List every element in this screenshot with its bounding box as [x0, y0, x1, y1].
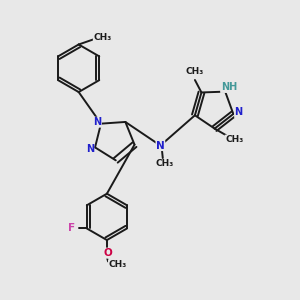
Text: CH₃: CH₃ [225, 135, 243, 144]
Text: O: O [103, 248, 112, 258]
Text: CH₃: CH₃ [155, 160, 174, 169]
Text: NH: NH [220, 82, 237, 92]
Text: N: N [235, 107, 243, 118]
Text: N: N [156, 140, 165, 151]
Text: F: F [68, 224, 75, 233]
Text: CH₃: CH₃ [109, 260, 127, 269]
Text: CH₃: CH₃ [93, 33, 112, 42]
Text: CH₃: CH₃ [185, 67, 203, 76]
Text: N: N [85, 144, 94, 154]
Text: N: N [93, 117, 101, 127]
